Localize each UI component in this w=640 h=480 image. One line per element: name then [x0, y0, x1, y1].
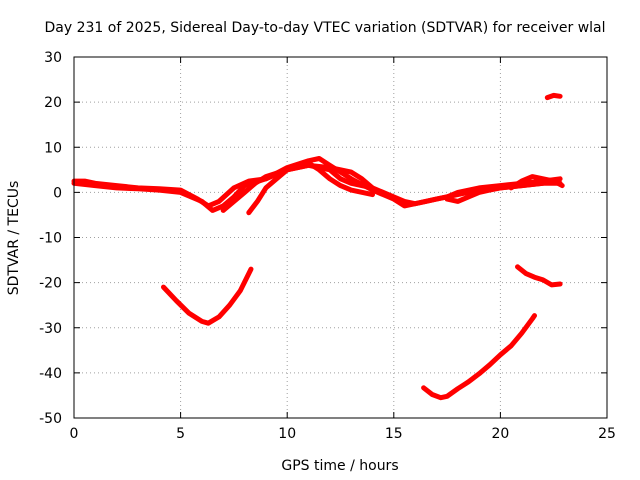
- x-tick-labels: 0 5 10 15 20 25: [70, 426, 616, 442]
- series-arc-morning: [161, 266, 254, 326]
- y-axis-label: SDTVAR / TECUs: [6, 181, 22, 296]
- x-tick-label: 15: [385, 426, 403, 442]
- x-tick-label: 10: [278, 426, 296, 442]
- series-band-f: [508, 174, 565, 191]
- y-tick-label: 30: [44, 50, 62, 66]
- y-tick-label: 10: [44, 140, 62, 156]
- series-segment-late: [515, 264, 563, 288]
- plot-frame: [73, 56, 608, 419]
- grid-lines: [74, 57, 607, 418]
- series-band-b: [71, 156, 563, 213]
- x-tick-label: 25: [598, 426, 616, 442]
- axis-ticks: [73, 56, 608, 419]
- chart-title: Day 231 of 2025, Sidereal Day-to-day VTE…: [44, 20, 605, 36]
- x-tick-label: 5: [176, 426, 185, 442]
- series-segment-top: [544, 92, 563, 101]
- series-layer: [71, 92, 565, 401]
- y-tick-label: 20: [44, 95, 62, 111]
- x-tick-label: 0: [70, 426, 79, 442]
- series-arc-afternoon: [421, 313, 537, 401]
- y-tick-labels: -50 -40 -30 -20 -10 0 10 20 30: [39, 50, 62, 427]
- y-tick-label: -10: [39, 231, 62, 247]
- y-tick-label: -40: [39, 366, 62, 382]
- y-tick-label: 0: [53, 185, 62, 201]
- y-tick-label: -50: [39, 411, 62, 427]
- y-tick-label: -20: [39, 276, 62, 292]
- series-band-d: [246, 160, 375, 216]
- x-axis-label: GPS time / hours: [281, 458, 398, 474]
- y-tick-label: -30: [39, 321, 62, 337]
- x-tick-label: 20: [491, 426, 509, 442]
